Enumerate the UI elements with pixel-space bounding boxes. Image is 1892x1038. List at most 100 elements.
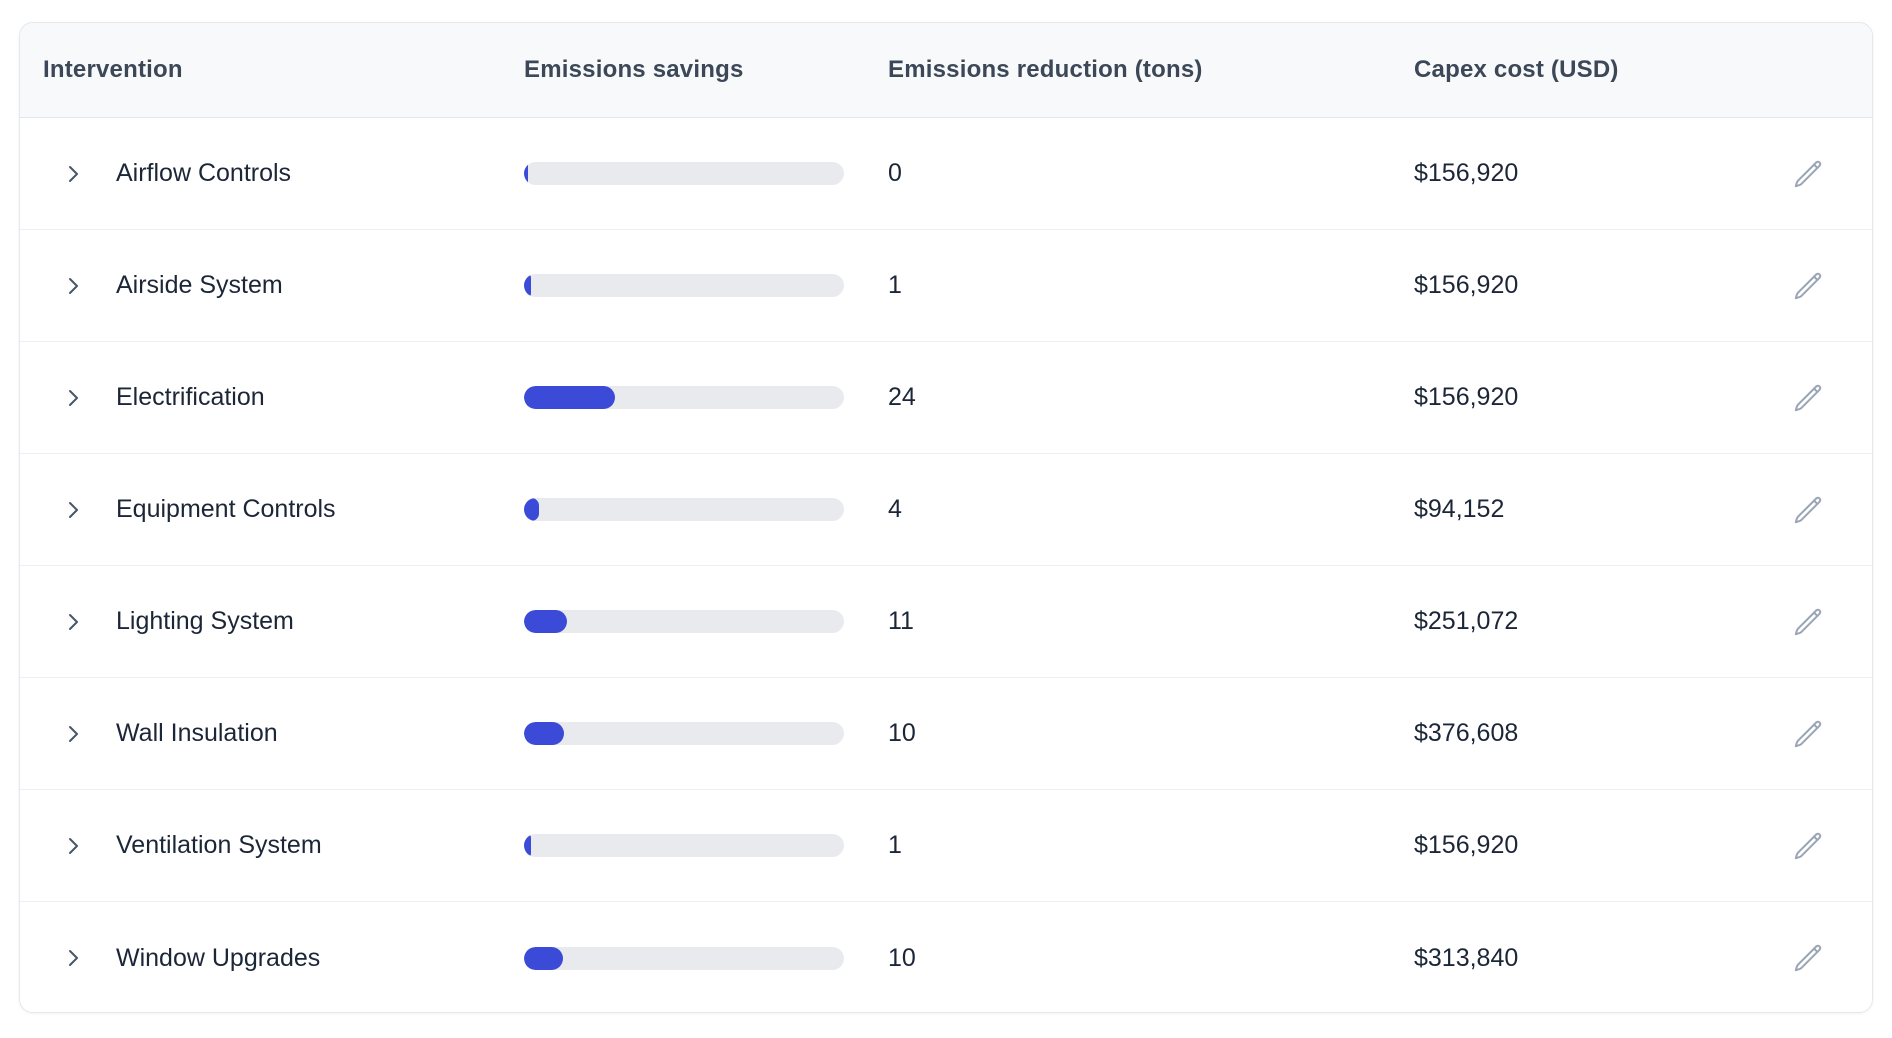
capex-cost-value: $313,840 [1414,943,1519,972]
edit-row-button[interactable] [1788,938,1828,978]
table-row: Equipment Controls 4 $94,152 [20,454,1872,566]
chevron-right-icon [61,274,85,298]
edit-row-button[interactable] [1788,826,1828,866]
interventions-table: Intervention Emissions savings Emissions… [19,22,1873,1013]
emissions-savings-cell [501,162,865,185]
emissions-reduction-value: 10 [888,943,916,972]
capex-cost-value: $156,920 [1414,383,1519,411]
emissions-savings-bar [524,610,844,633]
intervention-cell: Window Upgrades [20,943,501,973]
actions-cell [1754,602,1872,642]
pencil-icon [1793,719,1823,749]
actions-cell [1754,154,1872,194]
edit-row-button[interactable] [1788,154,1828,194]
actions-cell [1754,266,1872,306]
emissions-reduction-value: 10 [888,719,916,747]
intervention-cell: Equipment Controls [20,495,501,525]
emissions-savings-bar-fill [524,722,564,745]
table-row: Electrification 24 $156,920 [20,342,1872,454]
emissions-savings-cell [501,498,865,521]
chevron-right-icon [61,610,85,634]
table-row: Airflow Controls 0 $156,920 [20,118,1872,230]
table-row: Airside System 1 $156,920 [20,230,1872,342]
expand-row-button[interactable] [58,271,88,301]
intervention-name: Wall Insulation [116,719,278,747]
emissions-savings-bar [524,834,844,857]
emissions-savings-bar-fill [524,162,528,185]
actions-cell [1754,826,1872,866]
emissions-savings-cell [501,386,865,409]
pencil-icon [1793,495,1823,525]
column-header-capex-cost: Capex cost (USD) [1414,56,1619,83]
emissions-savings-bar [524,162,844,185]
emissions-savings-cell [501,834,865,857]
actions-cell [1754,714,1872,754]
pencil-icon [1793,943,1823,973]
expand-row-button[interactable] [58,607,88,637]
emissions-savings-bar-fill [524,946,564,970]
emissions-savings-bar [524,498,844,521]
intervention-name: Lighting System [116,607,294,635]
edit-row-button[interactable] [1788,490,1828,530]
intervention-name: Airside System [116,271,283,299]
expand-row-button[interactable] [58,831,88,861]
capex-cost-value: $156,920 [1414,831,1519,859]
intervention-name: Window Upgrades [116,943,321,972]
intervention-name: Equipment Controls [116,495,336,523]
intervention-cell: Ventilation System [20,831,501,861]
pencil-icon [1793,159,1823,189]
emissions-savings-bar-fill [524,498,540,521]
table-header-row: Intervention Emissions savings Emissions… [20,23,1872,118]
intervention-cell: Airside System [20,271,501,301]
emissions-savings-cell [501,946,865,970]
emissions-savings-bar-fill [524,274,532,297]
column-header-intervention: Intervention [43,56,183,83]
column-header-emissions-savings: Emissions savings [524,56,744,83]
emissions-reduction-value: 4 [888,495,902,523]
capex-cost-value: $156,920 [1414,271,1519,299]
expand-row-button[interactable] [58,495,88,525]
actions-cell [1754,378,1872,418]
intervention-cell: Airflow Controls [20,159,501,189]
emissions-savings-bar [524,946,844,970]
emissions-reduction-value: 11 [888,607,914,635]
expand-row-button[interactable] [58,943,88,973]
chevron-right-icon [61,386,85,410]
emissions-savings-bar-fill [524,834,532,857]
capex-cost-value: $251,072 [1414,607,1519,635]
intervention-cell: Electrification [20,383,501,413]
emissions-reduction-value: 1 [888,831,902,859]
intervention-name: Airflow Controls [116,159,292,187]
intervention-name: Ventilation System [116,831,322,859]
table-body: Airflow Controls 0 $156,920 [20,118,1872,1012]
pencil-icon [1793,383,1823,413]
pencil-icon [1793,831,1823,861]
expand-row-button[interactable] [58,719,88,749]
actions-cell [1754,938,1872,978]
column-header-emissions-reduction: Emissions reduction (tons) [888,56,1203,83]
chevron-right-icon [61,946,85,970]
capex-cost-value: $376,608 [1414,719,1519,747]
edit-row-button[interactable] [1788,378,1828,418]
pencil-icon [1793,607,1823,637]
chevron-right-icon [61,498,85,522]
chevron-right-icon [61,722,85,746]
edit-row-button[interactable] [1788,266,1828,306]
table-row: Window Upgrades 10 $313,840 [20,902,1872,1012]
edit-row-button[interactable] [1788,602,1828,642]
expand-row-button[interactable] [58,159,88,189]
emissions-savings-bar [524,386,844,409]
chevron-right-icon [61,162,85,186]
emissions-reduction-value: 1 [888,271,902,299]
expand-row-button[interactable] [58,383,88,413]
emissions-savings-cell [501,274,865,297]
edit-row-button[interactable] [1788,714,1828,754]
intervention-cell: Lighting System [20,607,501,637]
chevron-right-icon [61,834,85,858]
table-row: Wall Insulation 10 $376,608 [20,678,1872,790]
emissions-savings-bar-fill [524,386,616,409]
emissions-savings-bar-fill [524,610,567,633]
table-row: Lighting System 11 $251,072 [20,566,1872,678]
emissions-reduction-value: 24 [888,383,916,411]
intervention-cell: Wall Insulation [20,719,501,749]
